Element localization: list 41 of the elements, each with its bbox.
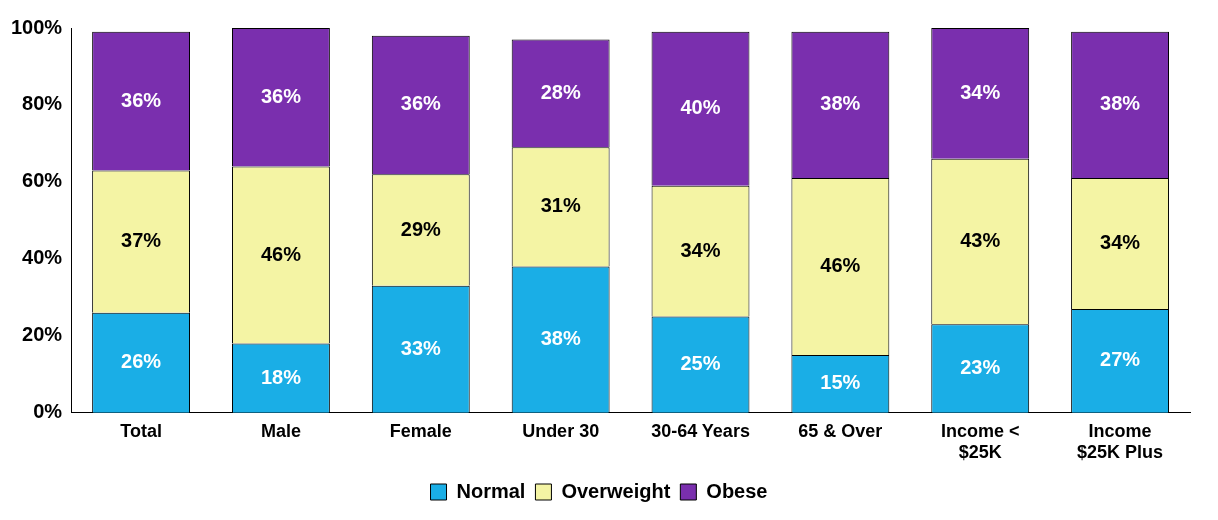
data-label: 28% (540, 80, 581, 103)
data-label: 38% (820, 92, 861, 115)
data-label: 36% (121, 88, 162, 111)
data-label: 27% (1100, 348, 1141, 371)
y-tick-label: 100% (11, 15, 63, 38)
legend-label: Overweight (561, 479, 671, 502)
data-label: 25% (680, 352, 721, 375)
x-tick-label: Total (120, 420, 162, 441)
data-label: 15% (820, 371, 861, 394)
data-label: 46% (260, 242, 302, 265)
legend-label: Normal (456, 479, 526, 502)
data-label: 18% (260, 365, 302, 388)
data-label: 36% (260, 84, 302, 107)
data-label: 33% (400, 336, 442, 359)
x-tick-label: 65 & Over (798, 420, 883, 441)
data-label: 34% (1100, 231, 1141, 253)
y-tick-label: 20% (22, 323, 63, 346)
y-tick-label: 40% (22, 246, 63, 269)
data-label: 34% (960, 80, 1001, 103)
y-tick-label: 60% (22, 169, 63, 192)
data-label: 46% (820, 254, 861, 277)
data-label: 38% (540, 327, 581, 350)
data-label: 29% (400, 217, 442, 240)
x-tick-label: 30-64 Years (651, 420, 750, 441)
x-tick-label: Income < $25K (940, 420, 1020, 463)
x-tick-label: Female (389, 420, 452, 441)
data-label: 37% (121, 229, 162, 252)
data-label: 40% (680, 96, 721, 119)
x-tick-label: Male (260, 420, 301, 441)
x-tick-label: Income $25K Plus (1077, 420, 1164, 463)
data-label: 34% (680, 238, 721, 261)
data-label: 38% (1100, 92, 1141, 115)
data-label: 43% (960, 229, 1001, 252)
data-label: 26% (121, 350, 162, 373)
x-tick-label: Under 30 (522, 420, 600, 441)
data-label: 31% (540, 194, 581, 217)
data-label: 23% (960, 356, 1001, 379)
y-tick-label: 80% (22, 92, 63, 115)
y-tick-label: 0% (33, 400, 63, 423)
legend-label: Obese (706, 479, 768, 502)
data-label: 36% (400, 92, 442, 115)
